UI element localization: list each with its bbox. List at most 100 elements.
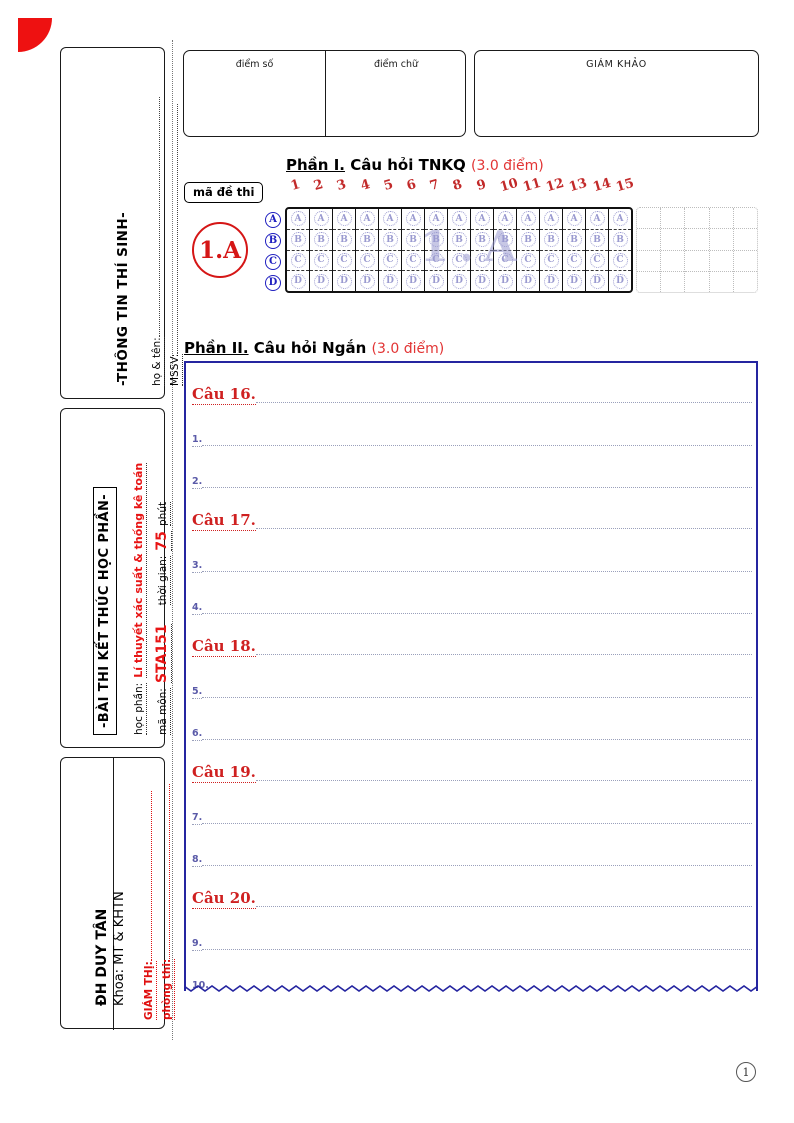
answer-cell[interactable]: C (563, 251, 585, 272)
answer-bubble-15A[interactable]: A (612, 211, 628, 227)
answer-cell[interactable]: B (563, 230, 585, 251)
answer-bubble-10D[interactable]: D (497, 273, 513, 289)
answer-writing-rule[interactable] (202, 949, 752, 950)
numbered-answer-line[interactable]: 2. (186, 447, 756, 489)
answer-cell[interactable]: B (494, 230, 516, 251)
answer-bubble-13C[interactable]: C (566, 252, 582, 268)
answer-bubble-1B[interactable]: B (290, 232, 306, 248)
answer-cell[interactable]: B (310, 230, 332, 251)
answer-bubble-5C[interactable]: C (382, 252, 398, 268)
answer-bubble-6A[interactable]: A (405, 211, 421, 227)
answer-bubble-7A[interactable]: A (428, 211, 444, 227)
answer-bubble-11A[interactable]: A (520, 211, 536, 227)
numbered-answer-line[interactable]: 4. (186, 573, 756, 615)
answer-bubble-13D[interactable]: D (566, 273, 582, 289)
answer-cell[interactable]: D (563, 271, 585, 291)
answer-cell[interactable]: B (402, 230, 424, 251)
answer-writing-rule[interactable] (202, 487, 752, 488)
numbered-answer-line[interactable]: 5. (186, 657, 756, 699)
answer-writing-rule[interactable] (202, 865, 752, 866)
answer-cell[interactable]: D (379, 271, 401, 291)
answer-bubble-9C[interactable]: C (474, 252, 490, 268)
student-id-field[interactable]: MSSV: (165, 103, 183, 386)
answer-cell[interactable]: C (540, 251, 562, 272)
answer-cell[interactable]: C (333, 251, 355, 272)
answer-writing-rule[interactable] (255, 780, 752, 781)
answer-bubble-8A[interactable]: A (451, 211, 467, 227)
answer-bubble-6C[interactable]: C (405, 252, 421, 268)
answer-cell[interactable]: D (540, 271, 562, 291)
answer-cell[interactable]: A (425, 209, 447, 230)
numbered-answer-line[interactable]: 10. (186, 951, 756, 991)
answer-cell[interactable]: B (379, 230, 401, 251)
answer-bubble-9A[interactable]: A (474, 211, 490, 227)
answer-writing-rule[interactable] (202, 823, 752, 824)
answer-bubble-11B[interactable]: B (520, 232, 536, 248)
answer-bubble-14B[interactable]: B (589, 232, 605, 248)
answer-cell[interactable]: B (448, 230, 470, 251)
answer-cell[interactable]: C (448, 251, 470, 272)
answer-cell[interactable]: B (287, 230, 309, 251)
answer-cell[interactable]: A (402, 209, 424, 230)
answer-bubble-10B[interactable]: B (497, 232, 513, 248)
answer-bubble-5D[interactable]: D (382, 273, 398, 289)
answer-bubble-12A[interactable]: A (543, 211, 559, 227)
answer-bubble-12C[interactable]: C (543, 252, 559, 268)
answer-writing-rule[interactable] (202, 613, 752, 614)
answer-cell[interactable]: A (379, 209, 401, 230)
answer-bubble-4D[interactable]: D (359, 273, 375, 289)
answer-bubble-2B[interactable]: B (313, 232, 329, 248)
student-name-field[interactable]: họ & tên: (147, 97, 165, 386)
answer-writing-rule[interactable] (255, 906, 752, 907)
answer-cell[interactable]: C (494, 251, 516, 272)
answer-bubble-13A[interactable]: A (566, 211, 582, 227)
answer-bubble-14A[interactable]: A (589, 211, 605, 227)
exam-room-field[interactable]: phòng thi: (157, 783, 175, 1020)
answer-bubble-1C[interactable]: C (290, 252, 306, 268)
answer-cell[interactable]: B (586, 230, 608, 251)
answer-bubble-12D[interactable]: D (543, 273, 559, 289)
answer-bubble-13B[interactable]: B (566, 232, 582, 248)
answer-cell[interactable]: D (287, 271, 309, 291)
answer-cell[interactable]: C (609, 251, 631, 272)
answer-cell[interactable]: D (494, 271, 516, 291)
answer-cell[interactable]: A (494, 209, 516, 230)
answer-cell[interactable]: A (586, 209, 608, 230)
answer-cell[interactable]: B (540, 230, 562, 251)
answer-bubble-6D[interactable]: D (405, 273, 421, 289)
answer-cell[interactable]: A (448, 209, 470, 230)
answer-cell[interactable]: C (379, 251, 401, 272)
answer-cell[interactable]: C (586, 251, 608, 272)
answer-bubble-15D[interactable]: D (612, 273, 628, 289)
answer-cell[interactable]: D (586, 271, 608, 291)
answer-cell[interactable]: B (517, 230, 539, 251)
answer-cell[interactable]: C (356, 251, 378, 272)
answer-bubble-3A[interactable]: A (336, 211, 352, 227)
answer-cell[interactable]: B (333, 230, 355, 251)
answer-bubble-10C[interactable]: C (497, 252, 513, 268)
answer-cell[interactable]: A (310, 209, 332, 230)
answer-cell[interactable]: A (540, 209, 562, 230)
answer-bubble-11C[interactable]: C (520, 252, 536, 268)
answer-cell[interactable]: A (563, 209, 585, 230)
numbered-answer-line[interactable]: 7. (186, 783, 756, 825)
answer-bubble-1A[interactable]: A (290, 211, 306, 227)
answer-bubble-7C[interactable]: C (428, 252, 444, 268)
answer-bubble-11D[interactable]: D (520, 273, 536, 289)
short-answer-area[interactable]: Câu 16. 1. 2. Câu 17. 3. 4. Câu 18. 5. 6. Câu 19.… (184, 361, 758, 991)
answer-bubble-9B[interactable]: B (474, 232, 490, 248)
answer-bubble-10A[interactable]: A (497, 211, 513, 227)
answer-bubble-2C[interactable]: C (313, 252, 329, 268)
answer-bubble-12B[interactable]: B (543, 232, 559, 248)
proctor-field[interactable]: GIÁM THỊ: (139, 791, 157, 1020)
answer-writing-rule[interactable] (255, 654, 752, 655)
